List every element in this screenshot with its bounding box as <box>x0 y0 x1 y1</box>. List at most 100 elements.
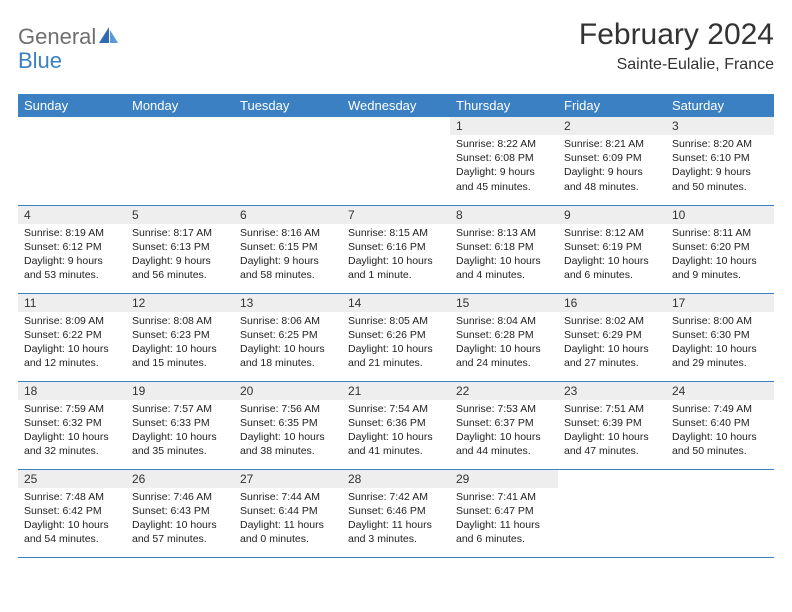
day-number: 21 <box>342 382 450 400</box>
day-details: Sunrise: 7:56 AMSunset: 6:35 PMDaylight:… <box>234 400 342 463</box>
weekday-header: Sunday <box>18 94 126 117</box>
month-title: February 2024 <box>579 18 774 52</box>
day-number: 1 <box>450 117 558 135</box>
calendar-cell: 14Sunrise: 8:05 AMSunset: 6:26 PMDayligh… <box>342 293 450 381</box>
day-number: 15 <box>450 294 558 312</box>
day-details: Sunrise: 7:59 AMSunset: 6:32 PMDaylight:… <box>18 400 126 463</box>
day-number: 3 <box>666 117 774 135</box>
day-number: 17 <box>666 294 774 312</box>
day-details: Sunrise: 7:44 AMSunset: 6:44 PMDaylight:… <box>234 488 342 551</box>
day-details: Sunrise: 7:46 AMSunset: 6:43 PMDaylight:… <box>126 488 234 551</box>
calendar-cell <box>558 469 666 557</box>
day-number: 20 <box>234 382 342 400</box>
day-number: 7 <box>342 206 450 224</box>
calendar-cell: 26Sunrise: 7:46 AMSunset: 6:43 PMDayligh… <box>126 469 234 557</box>
calendar-cell: 9Sunrise: 8:12 AMSunset: 6:19 PMDaylight… <box>558 205 666 293</box>
calendar-cell: 19Sunrise: 7:57 AMSunset: 6:33 PMDayligh… <box>126 381 234 469</box>
calendar-cell: 27Sunrise: 7:44 AMSunset: 6:44 PMDayligh… <box>234 469 342 557</box>
calendar-week-row: 25Sunrise: 7:48 AMSunset: 6:42 PMDayligh… <box>18 469 774 557</box>
calendar-week-row: 11Sunrise: 8:09 AMSunset: 6:22 PMDayligh… <box>18 293 774 381</box>
calendar-week-row: 1Sunrise: 8:22 AMSunset: 6:08 PMDaylight… <box>18 117 774 205</box>
day-details: Sunrise: 8:22 AMSunset: 6:08 PMDaylight:… <box>450 135 558 198</box>
day-number: 23 <box>558 382 666 400</box>
day-number: 11 <box>18 294 126 312</box>
brand-logo: General <box>18 18 122 50</box>
day-details: Sunrise: 7:53 AMSunset: 6:37 PMDaylight:… <box>450 400 558 463</box>
day-number: 28 <box>342 470 450 488</box>
weekday-header-row: SundayMondayTuesdayWednesdayThursdayFrid… <box>18 94 774 117</box>
day-number: 4 <box>18 206 126 224</box>
day-number: 29 <box>450 470 558 488</box>
calendar-cell: 2Sunrise: 8:21 AMSunset: 6:09 PMDaylight… <box>558 117 666 205</box>
day-number: 12 <box>126 294 234 312</box>
calendar-cell: 17Sunrise: 8:00 AMSunset: 6:30 PMDayligh… <box>666 293 774 381</box>
day-details: Sunrise: 8:08 AMSunset: 6:23 PMDaylight:… <box>126 312 234 375</box>
calendar-cell: 4Sunrise: 8:19 AMSunset: 6:12 PMDaylight… <box>18 205 126 293</box>
day-details: Sunrise: 7:57 AMSunset: 6:33 PMDaylight:… <box>126 400 234 463</box>
weekday-header: Monday <box>126 94 234 117</box>
day-details: Sunrise: 8:11 AMSunset: 6:20 PMDaylight:… <box>666 224 774 287</box>
calendar-cell: 15Sunrise: 8:04 AMSunset: 6:28 PMDayligh… <box>450 293 558 381</box>
header: General February 2024 Sainte-Eulalie, Fr… <box>18 18 774 74</box>
calendar-cell <box>18 117 126 205</box>
calendar-cell: 5Sunrise: 8:17 AMSunset: 6:13 PMDaylight… <box>126 205 234 293</box>
brand-general: General <box>18 24 96 50</box>
day-number: 5 <box>126 206 234 224</box>
calendar-cell: 3Sunrise: 8:20 AMSunset: 6:10 PMDaylight… <box>666 117 774 205</box>
calendar-cell: 6Sunrise: 8:16 AMSunset: 6:15 PMDaylight… <box>234 205 342 293</box>
day-details: Sunrise: 7:41 AMSunset: 6:47 PMDaylight:… <box>450 488 558 551</box>
day-details: Sunrise: 8:15 AMSunset: 6:16 PMDaylight:… <box>342 224 450 287</box>
calendar-cell: 21Sunrise: 7:54 AMSunset: 6:36 PMDayligh… <box>342 381 450 469</box>
calendar-cell: 20Sunrise: 7:56 AMSunset: 6:35 PMDayligh… <box>234 381 342 469</box>
calendar-cell: 24Sunrise: 7:49 AMSunset: 6:40 PMDayligh… <box>666 381 774 469</box>
day-details: Sunrise: 8:20 AMSunset: 6:10 PMDaylight:… <box>666 135 774 198</box>
day-number: 14 <box>342 294 450 312</box>
day-number: 8 <box>450 206 558 224</box>
day-details: Sunrise: 8:09 AMSunset: 6:22 PMDaylight:… <box>18 312 126 375</box>
calendar-cell: 1Sunrise: 8:22 AMSunset: 6:08 PMDaylight… <box>450 117 558 205</box>
weekday-header: Saturday <box>666 94 774 117</box>
weekday-header: Friday <box>558 94 666 117</box>
day-details: Sunrise: 7:51 AMSunset: 6:39 PMDaylight:… <box>558 400 666 463</box>
calendar-cell <box>126 117 234 205</box>
day-details: Sunrise: 8:17 AMSunset: 6:13 PMDaylight:… <box>126 224 234 287</box>
day-number: 13 <box>234 294 342 312</box>
day-number: 2 <box>558 117 666 135</box>
day-number: 26 <box>126 470 234 488</box>
day-details: Sunrise: 8:21 AMSunset: 6:09 PMDaylight:… <box>558 135 666 198</box>
day-number: 22 <box>450 382 558 400</box>
day-number: 25 <box>18 470 126 488</box>
calendar-cell: 10Sunrise: 8:11 AMSunset: 6:20 PMDayligh… <box>666 205 774 293</box>
day-details: Sunrise: 8:12 AMSunset: 6:19 PMDaylight:… <box>558 224 666 287</box>
day-details: Sunrise: 7:54 AMSunset: 6:36 PMDaylight:… <box>342 400 450 463</box>
day-number: 9 <box>558 206 666 224</box>
day-details: Sunrise: 8:05 AMSunset: 6:26 PMDaylight:… <box>342 312 450 375</box>
day-details: Sunrise: 8:16 AMSunset: 6:15 PMDaylight:… <box>234 224 342 287</box>
calendar-cell: 28Sunrise: 7:42 AMSunset: 6:46 PMDayligh… <box>342 469 450 557</box>
calendar-cell: 13Sunrise: 8:06 AMSunset: 6:25 PMDayligh… <box>234 293 342 381</box>
day-details: Sunrise: 7:49 AMSunset: 6:40 PMDaylight:… <box>666 400 774 463</box>
calendar-grid: SundayMondayTuesdayWednesdayThursdayFrid… <box>18 94 774 558</box>
day-details: Sunrise: 7:48 AMSunset: 6:42 PMDaylight:… <box>18 488 126 551</box>
day-number: 19 <box>126 382 234 400</box>
calendar-cell: 22Sunrise: 7:53 AMSunset: 6:37 PMDayligh… <box>450 381 558 469</box>
sail-icon <box>98 25 120 50</box>
calendar-cell: 23Sunrise: 7:51 AMSunset: 6:39 PMDayligh… <box>558 381 666 469</box>
calendar-week-row: 18Sunrise: 7:59 AMSunset: 6:32 PMDayligh… <box>18 381 774 469</box>
day-details: Sunrise: 8:06 AMSunset: 6:25 PMDaylight:… <box>234 312 342 375</box>
calendar-cell: 25Sunrise: 7:48 AMSunset: 6:42 PMDayligh… <box>18 469 126 557</box>
title-block: February 2024 Sainte-Eulalie, France <box>579 18 774 74</box>
calendar-cell <box>666 469 774 557</box>
day-details: Sunrise: 8:13 AMSunset: 6:18 PMDaylight:… <box>450 224 558 287</box>
calendar-cell: 8Sunrise: 8:13 AMSunset: 6:18 PMDaylight… <box>450 205 558 293</box>
calendar-cell: 16Sunrise: 8:02 AMSunset: 6:29 PMDayligh… <box>558 293 666 381</box>
calendar-week-row: 4Sunrise: 8:19 AMSunset: 6:12 PMDaylight… <box>18 205 774 293</box>
brand-blue: Blue <box>18 48 62 73</box>
day-number: 10 <box>666 206 774 224</box>
location: Sainte-Eulalie, France <box>579 56 774 74</box>
calendar-cell: 18Sunrise: 7:59 AMSunset: 6:32 PMDayligh… <box>18 381 126 469</box>
day-details: Sunrise: 8:00 AMSunset: 6:30 PMDaylight:… <box>666 312 774 375</box>
weekday-header: Tuesday <box>234 94 342 117</box>
day-number: 6 <box>234 206 342 224</box>
day-details: Sunrise: 8:04 AMSunset: 6:28 PMDaylight:… <box>450 312 558 375</box>
